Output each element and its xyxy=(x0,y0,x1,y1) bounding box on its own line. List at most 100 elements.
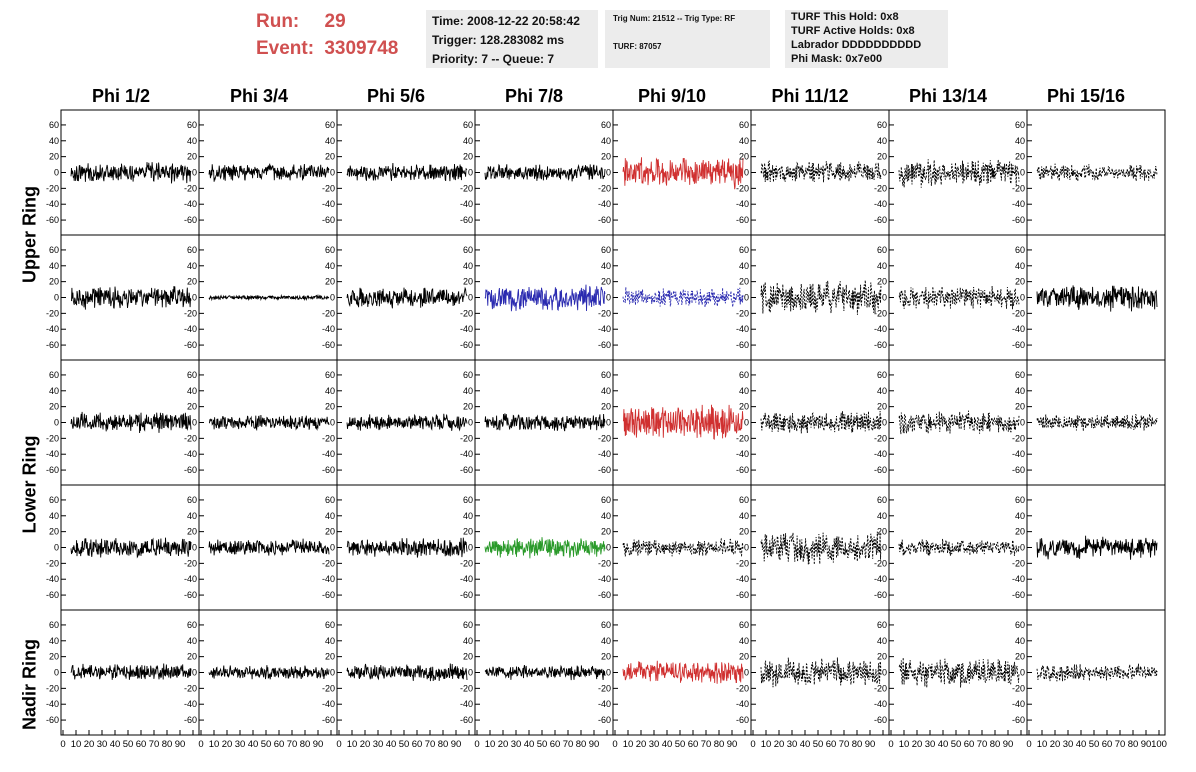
x-tick-label: 0 xyxy=(612,739,617,750)
waveform-r4-c3 xyxy=(346,537,468,558)
y-tick-label: -60 xyxy=(598,715,611,725)
y-tick-label: -60 xyxy=(736,215,749,225)
y-tick-label: -20 xyxy=(874,433,887,443)
y-tick-label: 40 xyxy=(325,136,335,146)
x-tick-label: 0 xyxy=(888,739,893,750)
run-value: 29 xyxy=(324,11,346,32)
y-tick-label: -40 xyxy=(46,449,59,459)
waveform-r5-c7 xyxy=(898,657,1020,688)
y-tick-label: 20 xyxy=(187,402,197,412)
y-tick-label: 20 xyxy=(463,652,473,662)
y-tick-label: 0 xyxy=(606,293,611,303)
y-tick-label: -60 xyxy=(1012,715,1025,725)
y-tick-label: 0 xyxy=(1020,293,1025,303)
y-tick-label: 20 xyxy=(739,527,749,537)
x-tick-label: 90 xyxy=(451,739,462,750)
y-tick-label: 40 xyxy=(49,136,59,146)
waveform-r4-c4 xyxy=(484,537,606,559)
y-tick-label: 0 xyxy=(744,168,749,178)
waveform-r1-c2 xyxy=(208,163,330,182)
x-tick-label: 0 xyxy=(474,739,479,750)
y-tick-label: -60 xyxy=(874,715,887,725)
y-tick-label: 0 xyxy=(882,543,887,553)
y-tick-label: 0 xyxy=(882,418,887,428)
labrador-text: Labrador DDDDDDDDDD xyxy=(791,39,922,51)
y-tick-label: -20 xyxy=(322,683,335,693)
x-tick-label: 60 xyxy=(1102,739,1113,750)
y-tick-label: -40 xyxy=(598,199,611,209)
y-tick-label: -60 xyxy=(1012,215,1025,225)
x-tick-label: 40 xyxy=(800,739,811,750)
panel-frame-r5-c8 xyxy=(1026,609,1166,736)
y-tick-label: 0 xyxy=(54,668,59,678)
y-tick-label: 20 xyxy=(877,277,887,287)
y-tick-label: -60 xyxy=(460,590,473,600)
y-tick-label: 20 xyxy=(325,527,335,537)
y-tick-label: 40 xyxy=(49,261,59,271)
y-tick-label: -40 xyxy=(1012,574,1025,584)
y-tick-label: -40 xyxy=(598,699,611,709)
waveform-r4-c2 xyxy=(208,538,330,556)
y-tick-label: -60 xyxy=(1012,340,1025,350)
x-tick-label: 50 xyxy=(261,739,272,750)
y-tick-label: 20 xyxy=(1015,152,1025,162)
y-tick-label: 60 xyxy=(877,495,887,505)
y-tick-label: 20 xyxy=(601,527,611,537)
y-tick-label: 40 xyxy=(877,636,887,646)
x-tick-label: 50 xyxy=(951,739,962,750)
y-tick-label: 20 xyxy=(1015,277,1025,287)
y-tick-label: -20 xyxy=(460,433,473,443)
y-tick-label: 60 xyxy=(325,620,335,630)
y-tick-label: 40 xyxy=(187,386,197,396)
y-tick-label: -40 xyxy=(1012,449,1025,459)
y-tick-label: -40 xyxy=(460,699,473,709)
waveform-r5-c5 xyxy=(622,660,744,684)
y-tick-label: -40 xyxy=(874,699,887,709)
x-tick-label: 70 xyxy=(839,739,850,750)
y-tick-label: -20 xyxy=(736,683,749,693)
y-tick-label: -40 xyxy=(460,574,473,584)
y-tick-label: 60 xyxy=(49,370,59,380)
x-tick-label: 10 xyxy=(899,739,910,750)
x-tick-label: 10 xyxy=(1037,739,1048,750)
y-tick-label: 60 xyxy=(739,620,749,630)
y-tick-label: -20 xyxy=(46,558,59,568)
y-tick-label: -40 xyxy=(736,449,749,459)
turf-text: TURF: 87057 xyxy=(613,42,662,51)
y-tick-label: 60 xyxy=(1015,245,1025,255)
y-tick-label: -20 xyxy=(736,433,749,443)
y-tick-label: -60 xyxy=(46,715,59,725)
y-tick-label: -20 xyxy=(322,183,335,193)
y-tick-label: -40 xyxy=(460,324,473,334)
y-tick-label: 60 xyxy=(49,620,59,630)
waveform-r2-c8 xyxy=(1036,285,1158,312)
y-tick-label: 0 xyxy=(468,668,473,678)
x-tick-label: 80 xyxy=(714,739,725,750)
y-tick-label: -20 xyxy=(460,308,473,318)
y-tick-label: -60 xyxy=(874,340,887,350)
y-tick-label: 60 xyxy=(187,620,197,630)
x-tick-label: 50 xyxy=(675,739,686,750)
y-tick-label: 0 xyxy=(882,293,887,303)
y-tick-label: 20 xyxy=(325,277,335,287)
y-tick-label: -60 xyxy=(736,715,749,725)
y-tick-label: 0 xyxy=(468,418,473,428)
waveform-r2-c3 xyxy=(346,286,468,309)
y-tick-label: -40 xyxy=(184,574,197,584)
waveform-r5-c6 xyxy=(760,657,882,688)
y-tick-label: 0 xyxy=(1020,418,1025,428)
y-tick-label: 40 xyxy=(1015,136,1025,146)
y-tick-label: 0 xyxy=(744,418,749,428)
y-tick-label: -20 xyxy=(46,183,59,193)
y-tick-label: -40 xyxy=(874,324,887,334)
y-tick-label: 0 xyxy=(744,293,749,303)
y-tick-label: -40 xyxy=(874,574,887,584)
x-tick-label: 80 xyxy=(576,739,587,750)
x-tick-label: 70 xyxy=(1115,739,1126,750)
info-box-time: Time: 2008-12-22 20:58:42 Trigger: 128.2… xyxy=(426,10,598,68)
x-tick-label: 50 xyxy=(123,739,134,750)
x-tick-label: 70 xyxy=(149,739,160,750)
y-tick-label: 60 xyxy=(601,120,611,130)
x-tick-label: 70 xyxy=(977,739,988,750)
column-title-5: Phi 9/10 xyxy=(637,86,707,106)
